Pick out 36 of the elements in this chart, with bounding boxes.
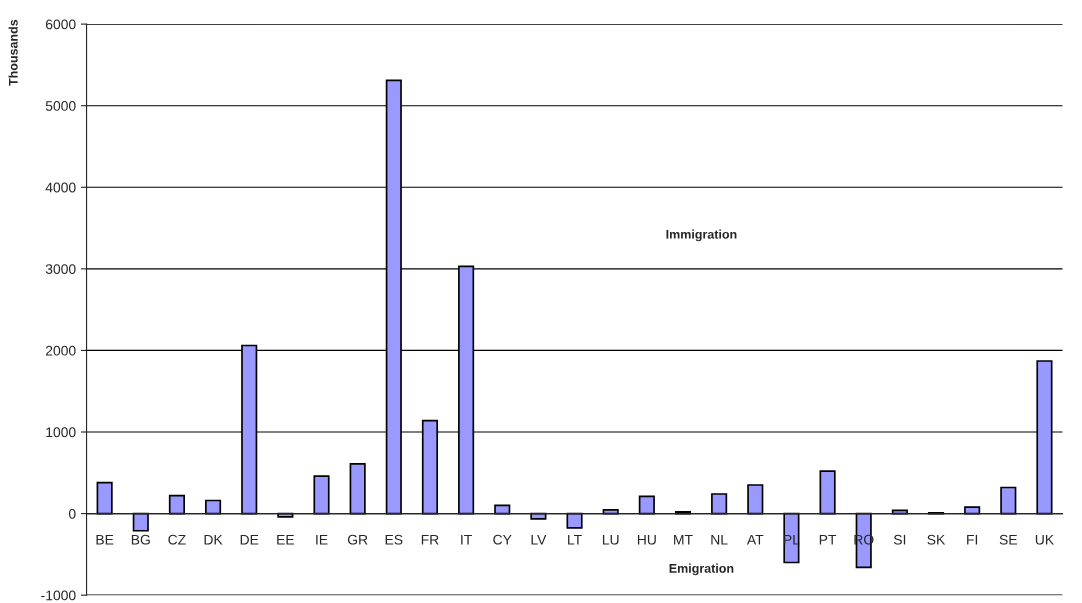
annotation: Immigration (666, 229, 737, 242)
x-tick-label: DK (204, 534, 223, 545)
x-tick-label: MT (674, 534, 693, 545)
x-tick-label: HU (637, 534, 656, 545)
x-tick-label: ES (385, 534, 403, 545)
x-tick-label: LU (602, 534, 619, 545)
y-tick-label: -1000 (41, 590, 76, 601)
x-tick-label: CY (493, 534, 512, 545)
x-tick-label: NL (711, 534, 728, 545)
x-tick-label: LV (531, 534, 547, 545)
x-tick-label: DE (240, 534, 259, 545)
x-tick-label: AT (746, 534, 764, 545)
x-tick-label: EE (277, 534, 295, 545)
x-tick-label: SE (999, 534, 1017, 545)
y-tick-label: 5000 (45, 101, 76, 111)
y-tick-label: 2000 (45, 345, 76, 356)
x-tick-label: LT (568, 534, 582, 545)
y-axis-title: Thousands (8, 19, 18, 86)
x-tick-label: SI (893, 534, 906, 545)
x-tick-label: FI (967, 534, 978, 545)
y-tick-label: 3000 (45, 264, 76, 275)
x-tick-label: UK (1035, 534, 1054, 545)
x-tick-label: IE (316, 534, 328, 545)
x-tick-label: IT (461, 534, 472, 545)
x-tick-label: BE (96, 534, 114, 545)
x-tick-label: BG (131, 534, 150, 545)
y-tick-label: 1000 (46, 427, 76, 438)
x-tick-label: CZ (168, 534, 186, 545)
x-tick-label: PT (819, 534, 837, 545)
x-tick-label: SK (927, 534, 946, 545)
x-tick-label: FR (421, 534, 439, 545)
y-tick-label: 0 (68, 508, 76, 519)
annotation: Emigration (669, 563, 734, 576)
x-tick-label: GR (347, 534, 368, 545)
y-tick-label: 6000 (45, 19, 76, 30)
y-tick-label: 4000 (45, 182, 76, 193)
